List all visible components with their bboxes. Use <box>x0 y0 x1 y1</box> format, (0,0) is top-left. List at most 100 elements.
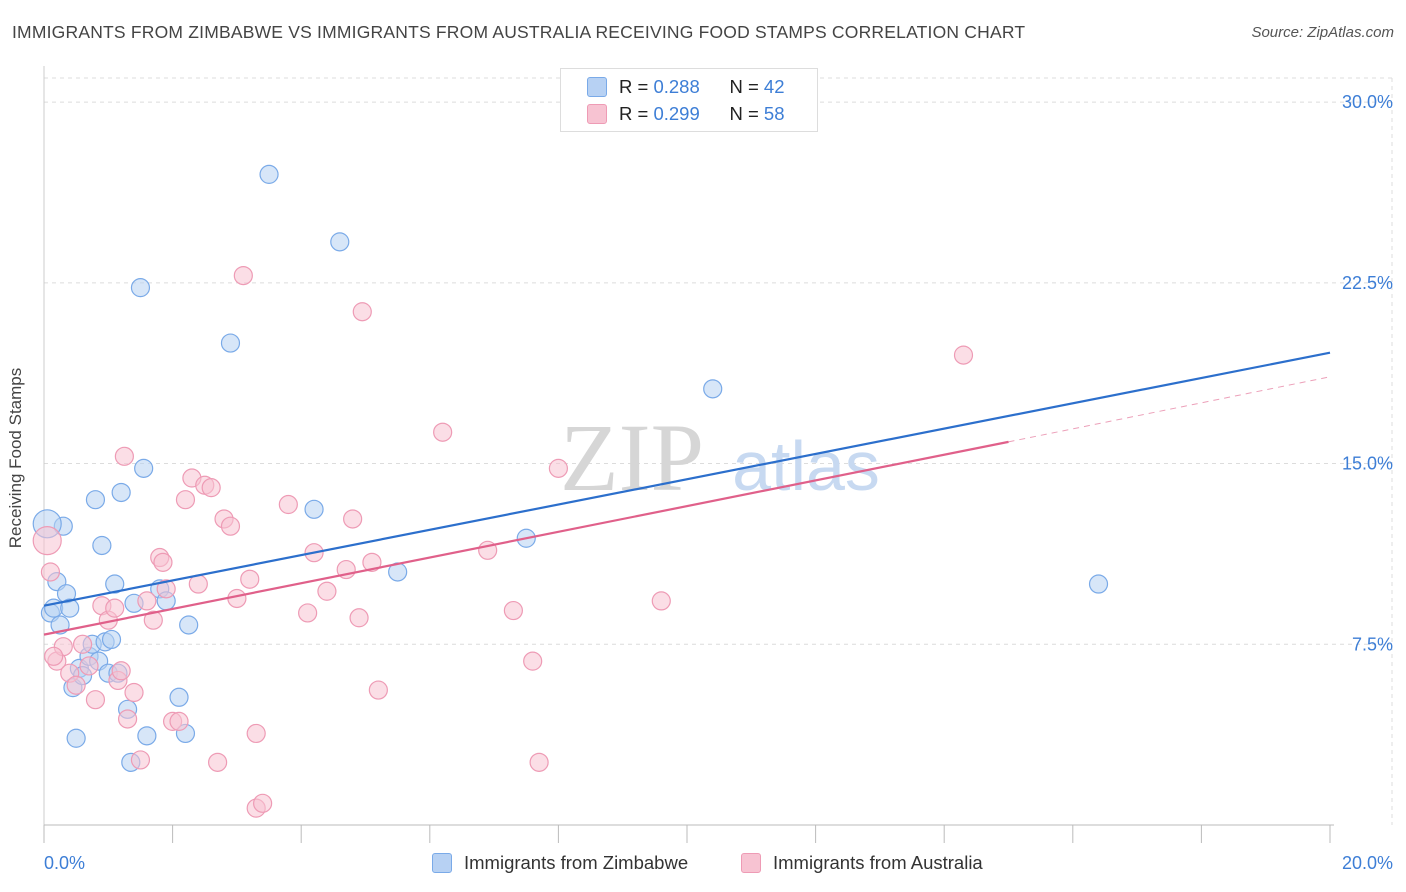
legend-r-label: R = <box>619 103 654 124</box>
chart-title: IMMIGRANTS FROM ZIMBABWE VS IMMIGRANTS F… <box>12 22 1026 42</box>
point-australia <box>523 651 543 671</box>
point-zimbabwe <box>137 726 157 746</box>
point-australia <box>349 608 369 628</box>
correlation-legend: R = 0.288 N = 42 R = 0.299 N = 58 <box>560 68 818 132</box>
point-australia <box>175 490 196 510</box>
source-label: Source: ZipAtlas.com <box>1251 24 1394 41</box>
point-australia <box>79 656 99 676</box>
watermark-zip: ZIP <box>560 404 704 511</box>
point-zimbabwe <box>179 615 199 635</box>
point-australia <box>72 634 93 654</box>
y-tick-label: 22.5% <box>1342 273 1393 293</box>
point-australia <box>317 581 337 601</box>
point-australia <box>114 446 134 466</box>
point-zimbabwe <box>134 458 154 478</box>
y-tick-label: 30.0% <box>1342 92 1393 112</box>
legend-n-value: 58 <box>763 103 785 124</box>
point-australia <box>503 600 523 621</box>
grid-lines <box>44 77 1393 825</box>
point-australia <box>169 711 189 731</box>
point-australia <box>153 552 173 572</box>
point-australia <box>227 588 247 609</box>
point-australia <box>240 569 260 589</box>
point-australia <box>32 526 62 556</box>
legend-item-zimbabwe[interactable]: Immigrants from Zimbabwe <box>432 852 688 874</box>
point-zimbabwe <box>66 728 86 748</box>
point-australia <box>220 516 241 536</box>
point-australia <box>352 302 372 322</box>
y-axis-label: Receiving Food Stamps <box>6 367 25 549</box>
point-zimbabwe <box>101 629 122 650</box>
legend-swatch-australia <box>741 853 761 873</box>
point-zimbabwe <box>1088 574 1109 594</box>
trend-line-australia <box>43 440 1009 636</box>
tick-labels: 7.5% 15.0% 22.5% 30.0% 0.0% 20.0% <box>44 92 1393 873</box>
trend-lines <box>43 351 1331 636</box>
point-australia <box>40 562 61 582</box>
point-zimbabwe <box>85 490 106 510</box>
trend-line-zimbabwe <box>43 351 1331 607</box>
point-australia <box>111 661 131 681</box>
legend-label-australia: Immigrants from Australia <box>773 852 983 873</box>
point-zimbabwe <box>92 535 112 556</box>
legend-r-value: 0.299 <box>653 103 700 124</box>
point-australia <box>278 494 298 515</box>
legend-label-zimbabwe: Immigrants from Zimbabwe <box>464 852 689 873</box>
y-tick-label: 15.0% <box>1342 454 1393 474</box>
point-australia <box>433 422 453 442</box>
point-australia <box>156 579 176 599</box>
point-zimbabwe <box>330 232 350 252</box>
point-australia <box>953 345 974 365</box>
point-australia <box>208 752 228 772</box>
trend-extension-australia <box>1008 376 1331 443</box>
point-australia <box>85 690 106 710</box>
series-australia <box>32 265 974 818</box>
legend-swatch-zimbabwe <box>587 77 607 97</box>
point-zimbabwe <box>169 687 189 707</box>
point-australia <box>651 591 671 611</box>
point-australia <box>143 610 163 630</box>
legend-row-zimbabwe: R = 0.288 N = 42 <box>587 75 784 99</box>
point-australia <box>124 682 144 703</box>
point-zimbabwe <box>111 482 131 503</box>
point-australia <box>362 552 382 572</box>
point-zimbabwe <box>130 278 151 298</box>
point-australia <box>343 509 363 529</box>
legend-row-australia: R = 0.299 N = 58 <box>587 102 784 126</box>
legend-n-label: N = <box>729 76 764 97</box>
point-australia <box>130 750 151 770</box>
point-zimbabwe <box>259 164 279 184</box>
point-australia <box>201 478 221 498</box>
point-australia <box>298 603 318 623</box>
point-australia <box>137 591 157 611</box>
point-australia <box>548 458 569 478</box>
axes <box>43 66 1334 843</box>
point-australia <box>233 265 253 286</box>
legend-n-label: N = <box>729 103 764 124</box>
point-zimbabwe <box>703 379 723 399</box>
x-tick-label: 0.0% <box>44 853 85 873</box>
series-points <box>32 164 1109 818</box>
point-zimbabwe <box>105 574 125 594</box>
series-legend: Immigrants from Zimbabwe Immigrants from… <box>0 852 1406 878</box>
x-tick-label: 20.0% <box>1342 853 1393 873</box>
legend-item-australia[interactable]: Immigrants from Australia <box>741 852 983 874</box>
legend-n-value: 42 <box>763 76 785 97</box>
legend-r-label: R = <box>619 76 654 97</box>
legend-swatch-australia <box>587 104 607 124</box>
point-zimbabwe <box>304 499 324 519</box>
point-australia <box>66 675 86 695</box>
point-australia <box>246 723 266 744</box>
point-australia <box>188 574 208 594</box>
point-australia <box>44 646 64 666</box>
point-australia <box>117 709 138 729</box>
legend-swatch-zimbabwe <box>432 853 452 873</box>
point-australia <box>529 752 549 772</box>
point-australia <box>105 598 125 618</box>
legend-r-value: 0.288 <box>653 76 700 97</box>
point-zimbabwe <box>220 333 241 353</box>
point-zimbabwe <box>60 598 80 618</box>
y-tick-label: 7.5% <box>1352 634 1393 654</box>
point-australia <box>253 793 273 813</box>
